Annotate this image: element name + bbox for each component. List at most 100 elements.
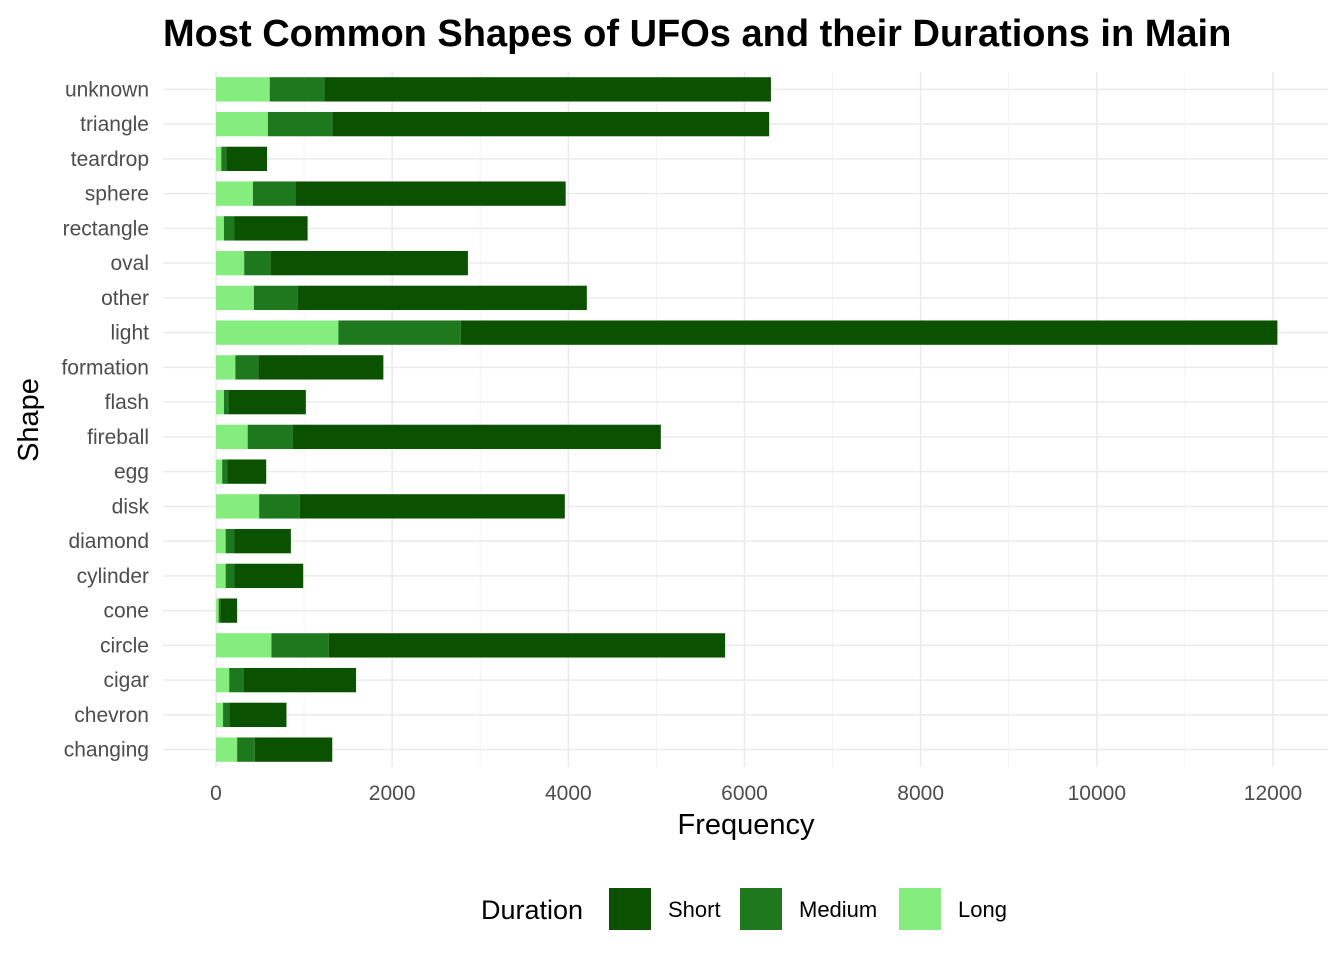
- x-tick-label: 8000: [897, 782, 944, 805]
- bar-egg-short: [227, 459, 267, 484]
- bar-oval-long: [216, 250, 245, 276]
- bar-cylinder-medium: [225, 563, 235, 589]
- x-tick-label: 0: [210, 782, 222, 805]
- bar-flash-medium: [223, 389, 229, 415]
- bar-cigar-short: [243, 667, 357, 693]
- x-tick-label: 12000: [1244, 782, 1302, 805]
- y-tick-label-chevron: chevron: [74, 704, 149, 727]
- bar-changing-medium: [237, 737, 255, 762]
- bar-light-medium: [338, 320, 461, 345]
- bar-cone-short: [220, 598, 238, 623]
- legend-label-medium: Medium: [799, 897, 877, 922]
- bar-diamond-long: [216, 528, 226, 554]
- y-tick-label-disk: disk: [112, 495, 150, 518]
- bar-oval-medium: [244, 250, 271, 276]
- bar-circle-long: [216, 633, 272, 658]
- bar-oval-short: [270, 250, 468, 276]
- bar-changing-short: [254, 737, 333, 762]
- chart-title: Most Common Shapes of UFOs and their Dur…: [163, 13, 1231, 55]
- bars: [216, 77, 1278, 762]
- legend-label-long: Long: [958, 897, 1007, 922]
- y-tick-label-changing: changing: [64, 739, 149, 762]
- bar-cone-medium: [218, 598, 221, 623]
- bar-formation-short: [258, 355, 384, 380]
- y-tick-label-light: light: [110, 322, 149, 345]
- x-tick-label: 4000: [545, 782, 592, 805]
- bar-cylinder-long: [216, 563, 226, 589]
- y-tick-label-triangle: triangle: [80, 113, 149, 136]
- y-tick-label-sphere: sphere: [85, 183, 149, 206]
- bar-changing-long: [216, 737, 238, 762]
- bar-triangle-medium: [267, 111, 333, 137]
- grid-lines: [163, 72, 1328, 767]
- x-tick-label: 2000: [369, 782, 416, 805]
- bar-other-short: [297, 285, 587, 311]
- bar-egg-medium: [222, 459, 228, 484]
- x-axis-tick-labels: 0 2000 4000 6000 8000 10000 12000: [210, 782, 1302, 805]
- bar-teardrop-medium: [221, 146, 227, 172]
- bar-cylinder-short: [234, 563, 304, 589]
- y-tick-label-circle: circle: [100, 634, 149, 657]
- bar-other-medium: [253, 285, 298, 311]
- bar-light-long: [216, 320, 339, 345]
- bar-chevron-short: [229, 702, 287, 728]
- bar-cigar-long: [216, 667, 230, 693]
- y-tick-label-diamond: diamond: [68, 530, 149, 553]
- bar-rectangle-long: [216, 216, 224, 241]
- y-tick-label-oval: oval: [110, 252, 149, 275]
- y-tick-label-cone: cone: [103, 600, 149, 623]
- y-tick-label-rectangle: rectangle: [63, 217, 149, 240]
- y-tick-label-flash: flash: [105, 391, 149, 414]
- y-tick-label-egg: egg: [114, 461, 149, 484]
- y-tick-label-cigar: cigar: [103, 669, 149, 692]
- legend-key-medium: [740, 888, 782, 930]
- bar-teardrop-long: [216, 146, 222, 172]
- bar-unknown-medium: [269, 77, 325, 102]
- bar-chevron-long: [216, 702, 224, 728]
- bar-flash-short: [228, 389, 306, 415]
- bar-formation-long: [216, 355, 236, 380]
- bar-triangle-long: [216, 111, 268, 137]
- legend-title: Duration: [481, 895, 583, 925]
- bar-light-short: [460, 320, 1278, 345]
- bar-chevron-medium: [223, 702, 230, 728]
- legend-key-long: [899, 888, 941, 930]
- bar-unknown-short: [324, 77, 771, 102]
- bar-circle-short: [328, 633, 726, 658]
- y-tick-label-other: other: [101, 287, 149, 310]
- bar-fireball-medium: [247, 424, 293, 450]
- bar-unknown-long: [216, 77, 270, 102]
- bar-disk-medium: [259, 494, 300, 519]
- bar-disk-short: [299, 494, 565, 519]
- legend-key-short: [609, 888, 651, 930]
- bar-diamond-medium: [225, 528, 235, 554]
- y-axis-tick-labels: changing chevron cigar circle cone cylinder di…: [61, 78, 149, 761]
- bar-cigar-medium: [229, 667, 244, 693]
- x-tick-label: 6000: [721, 782, 768, 805]
- bar-circle-medium: [271, 633, 329, 658]
- y-axis-title: Shape: [13, 378, 45, 462]
- x-axis-title: Frequency: [677, 809, 815, 841]
- bar-cone-long: [216, 598, 219, 623]
- y-tick-label-cylinder: cylinder: [77, 565, 149, 588]
- bar-teardrop-short: [226, 146, 268, 172]
- legend-label-short: Short: [668, 897, 721, 922]
- bar-sphere-long: [216, 181, 253, 206]
- bar-other-long: [216, 285, 254, 311]
- bar-formation-medium: [235, 355, 259, 380]
- y-tick-label-formation: formation: [61, 356, 149, 379]
- bar-fireball-short: [292, 424, 661, 450]
- bar-sphere-medium: [252, 181, 296, 206]
- bar-rectangle-short: [234, 216, 308, 241]
- y-tick-label-unknown: unknown: [65, 78, 149, 101]
- x-tick-label: 10000: [1068, 782, 1126, 805]
- legend: Duration Short Medium Long: [481, 888, 1007, 930]
- y-tick-label-teardrop: teardrop: [71, 148, 149, 171]
- bar-diamond-short: [234, 528, 291, 554]
- bar-triangle-short: [332, 111, 770, 137]
- bar-disk-long: [216, 494, 260, 519]
- bar-egg-long: [216, 459, 223, 484]
- y-tick-label-fireball: fireball: [87, 426, 149, 449]
- bar-fireball-long: [216, 424, 248, 450]
